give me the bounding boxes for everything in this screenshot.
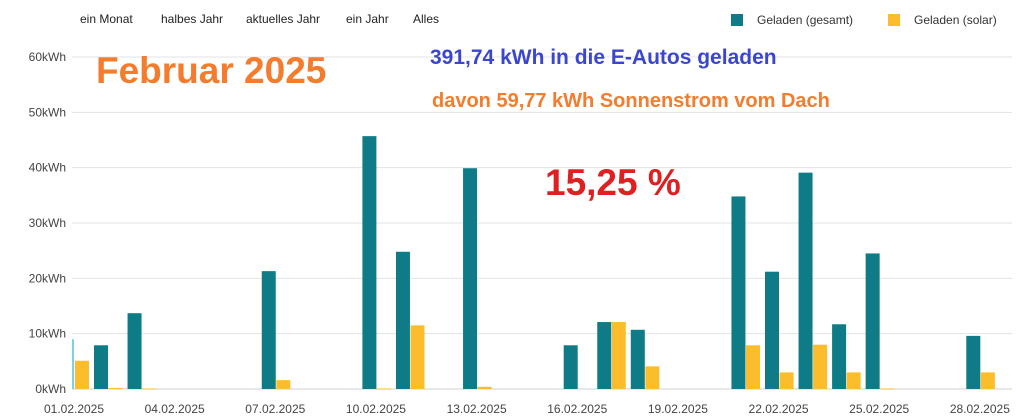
bar-solar: [276, 380, 291, 389]
x-tick-label: 04.02.2025: [145, 402, 205, 416]
x-axis: 01.02.2025 04.02.2025 07.02.2025 10.02.2025…: [44, 402, 1010, 416]
bar-total: [630, 329, 645, 389]
legend-label-solar: Geladen (solar): [914, 13, 997, 27]
x-tick-label: 01.02.2025: [44, 402, 104, 416]
bar-solar: [142, 388, 157, 390]
y-tick-label: 10kWh: [29, 327, 66, 341]
x-tick-label: 10.02.2025: [346, 402, 406, 416]
bar-solar: [410, 325, 425, 389]
legend-label-total: Geladen (gesamt): [757, 13, 854, 27]
x-tick-label: 25.02.2025: [849, 402, 909, 416]
bar-total: [127, 313, 142, 389]
bar-total: [865, 253, 880, 389]
bar-solar: [746, 345, 760, 389]
legend-item-total[interactable]: Geladen (gesamt): [731, 12, 853, 28]
y-tick-label: 0kWh: [35, 382, 66, 396]
bar-solar: [980, 372, 995, 389]
total-charged-annotation: 391,74 kWh in die E-Autos geladen: [430, 46, 777, 69]
solar-charged-annotation: davon 59,77 kWh Sonnenstrom vom Dach: [432, 90, 830, 112]
bar-total: [597, 322, 612, 389]
bar-total: [563, 345, 578, 389]
y-tick-label: 30kWh: [29, 216, 66, 230]
bar-solar: [846, 372, 861, 389]
legend-swatch-solar: [888, 14, 900, 26]
bar-solar: [645, 366, 660, 389]
bar-solar: [75, 360, 89, 389]
bar-solar: [376, 388, 391, 390]
y-axis: 0kWh 10kWh 20kWh 30kWh 40kWh 50kWh 60kWh: [29, 50, 66, 396]
legend-item-solar[interactable]: Geladen (solar): [888, 12, 997, 28]
bar-solar: [813, 344, 828, 389]
bar-total: [261, 271, 276, 389]
x-tick-label: 13.02.2025: [447, 402, 507, 416]
x-tick-label: 16.02.2025: [547, 402, 607, 416]
bar-total: [463, 168, 478, 389]
range-tab-current-year[interactable]: aktuelles Jahr: [246, 12, 321, 26]
month-title: Februar 2025: [96, 50, 327, 91]
bar-total: [765, 271, 779, 389]
range-tab-month[interactable]: ein Monat: [80, 12, 133, 26]
y-tick-label: 40kWh: [29, 161, 66, 175]
bar-total: [731, 196, 746, 389]
x-tick-label: 07.02.2025: [245, 402, 305, 416]
x-tick-label: 28.02.2025: [950, 402, 1010, 416]
bar-total: [362, 136, 377, 389]
y-tick-label: 50kWh: [29, 105, 66, 119]
solar-share-annotation: 15,25 %: [545, 162, 681, 203]
legend-swatch-total: [731, 14, 743, 26]
bar-total: [94, 345, 108, 389]
y-tick-label: 60kWh: [29, 50, 66, 64]
x-tick-label: 22.02.2025: [749, 402, 809, 416]
bar-solar: [477, 386, 492, 389]
y-tick-label: 20kWh: [29, 271, 66, 285]
bar-solar: [611, 322, 626, 389]
x-tick-label: 19.02.2025: [648, 402, 708, 416]
bar-solar: [779, 372, 794, 389]
bar-total: [832, 324, 847, 389]
range-tab-year[interactable]: ein Jahr: [346, 12, 389, 26]
bar-solar: [880, 388, 895, 390]
range-tab-all[interactable]: Alles: [413, 12, 440, 26]
range-tab-half-year[interactable]: halbes Jahr: [161, 12, 224, 26]
bar-total: [395, 251, 410, 389]
bars: [75, 136, 995, 390]
bar-total: [798, 172, 813, 389]
bar-solar: [108, 387, 123, 389]
bar-total: [966, 335, 981, 389]
